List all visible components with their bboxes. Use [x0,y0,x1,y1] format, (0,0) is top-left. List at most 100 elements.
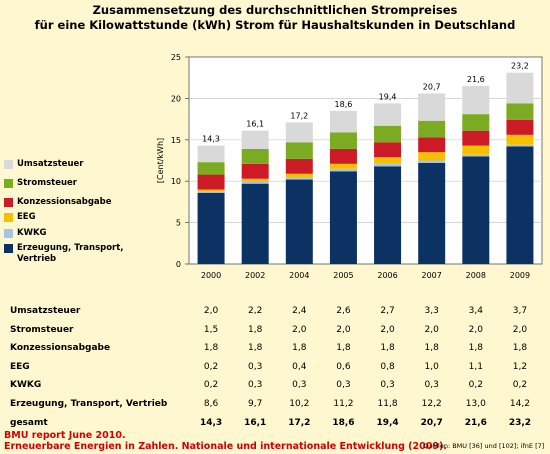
bar-segment-erzeugung-transport-vertrieb [329,171,357,264]
table-cell: 11,8 [377,399,398,409]
bar-segment-konzessionsabgabe [329,148,357,164]
legend-swatch [4,160,13,169]
legend-label: Konzessionsabgabe [17,197,112,207]
bar-segment-konzessionsabgabe [197,174,225,190]
table-cell: 17,2 [288,417,311,428]
table-cell: 11,2 [333,399,354,409]
table-cell: 1,8 [248,343,263,354]
bar-segment-umsatzsteuer [506,72,534,104]
bar-segment-erzeugung-transport-vertrieb [374,166,402,264]
table-cell: 14,3 [199,417,223,428]
table-cell: 1,8 [512,343,528,354]
table-cell: 0,3 [248,380,263,391]
bar-segment-umsatzsteuer [418,93,446,121]
bar-segment-kwkg [285,177,313,180]
table-cell: 0,4 [292,361,307,372]
table-cell: 1,8 [468,343,483,354]
table-cell: 1,0 [424,361,439,372]
total-data-label: 17,2 [290,111,308,120]
footer-source-line-2: Erneuerbare Energien in Zahlen. National… [4,441,447,452]
table-row: Stromsteuer 1,5 1,8 2,0 2,0 2,0 2,0 2,0 2,0 [0,323,550,341]
table-cell: 18,6 [332,417,355,428]
table-cell: 2,6 [336,306,351,316]
legend-label: Stromsteuer [17,178,77,188]
x-tick-label: 2007 [422,271,442,280]
table-cell: 1,5 [203,324,219,335]
y-tick-label: 0 [176,260,181,269]
bar-segment-erzeugung-transport-vertrieb [462,156,490,264]
legend-swatch [4,213,13,222]
table-row-label: EEG [10,361,30,372]
legend-label: Umsatzsteuer [17,159,84,169]
bar-segment-eeg [241,178,269,182]
chart-title: Zusammensetzung des durchschnittlichen S… [0,3,550,33]
bar-segment-umsatzsteuer [197,145,225,163]
table-cell: 2,0 [292,324,307,335]
table-cell: 2,0 [336,324,351,335]
bar-segment-stromsteuer [374,125,402,143]
table-cell: 0,2 [203,380,219,391]
table-cell: 3,3 [424,306,439,316]
bar-segment-konzessionsabgabe [241,163,269,179]
total-data-label: 18,6 [335,100,353,109]
y-tick-label: 5 [176,219,181,228]
bar-segment-kwkg [197,191,225,193]
table-row: EEG 0,2 0,3 0,4 0,6 0,8 1,0 1,1 1,2 [0,360,550,378]
table-row: Konzessionsabgabe 1,8 1,8 1,8 1,8 1,8 1,8 1,8 1,… [0,341,550,359]
table-row-label: Stromsteuer [10,324,74,335]
y-tick-label: 25 [171,53,181,62]
table-cell: 0,2 [203,361,219,372]
bar-segment-erzeugung-transport-vertrieb [197,192,225,264]
table-cell: 12,2 [421,399,442,409]
table-cell: 2,0 [424,324,439,335]
bar-segment-erzeugung-transport-vertrieb [506,146,534,264]
table-cell: 2,2 [248,306,263,316]
table-cell: 13,0 [465,399,486,409]
total-data-label: 23,2 [511,62,529,71]
table-cell: 1,8 [248,324,263,335]
table-cell: 2,0 [512,324,528,335]
table-cell: 0,2 [512,380,528,391]
bar-segment-eeg [329,163,357,169]
total-data-label: 14,3 [202,135,220,144]
bar-segment-stromsteuer [462,114,490,131]
x-tick-label: 2009 [510,271,530,280]
legend-label: KWKG [17,228,47,238]
table-cell: 1,8 [292,343,307,354]
bar-segment-eeg [285,173,313,178]
bar-segment-kwkg [418,160,446,163]
legend-item: EEG [4,212,36,223]
bar-segment-konzessionsabgabe [462,130,490,146]
y-tick-label: 15 [171,136,181,145]
table-cell: 20,7 [420,417,443,428]
table-cell: 9,7 [248,399,263,409]
table-cell: 1,1 [468,361,483,372]
table-cell: 1,2 [512,361,528,372]
table-cell: 2,0 [380,324,395,335]
chart-title-line-1: Zusammensetzung des durchschnittlichen S… [92,3,458,17]
table-row-label: Umsatzsteuer [10,306,81,316]
bar-segment-kwkg [329,168,357,172]
table-row-label: Konzessionsabgabe [10,343,111,354]
x-tick-label: 2002 [245,271,265,280]
chart-title-line-2: für eine Kilowattstunde (kWh) Strom für … [34,18,516,32]
bar-segment-stromsteuer [285,142,313,159]
table-cell: 1,8 [380,343,395,354]
table-row-label: Erzeugung, Transport, Vertrieb [10,399,168,409]
x-tick-label: 2008 [466,271,486,280]
table-row: Umsatzsteuer 2,0 2,2 2,4 2,6 2,7 3,3 3,4 3,7 [0,304,550,322]
x-tick-label: 2004 [289,271,309,280]
bar-segment-erzeugung-transport-vertrieb [285,179,313,264]
bar-segment-eeg [374,157,402,164]
table-cell: 0,3 [336,380,351,391]
bar-segment-eeg [462,145,490,155]
table-row-label: gesamt [10,417,48,428]
bar-segment-konzessionsabgabe [418,137,446,153]
table-row: Erzeugung, Transport, Vertrieb 8,6 9,7 10,2… [0,397,550,415]
table-cell: 1,8 [424,343,439,354]
stacked-bar-chart: 0 5 10 15 20 25 [Cent/kWh] 14,3 2000 16,1 2002 17,2… [156,53,543,280]
bar-segment-eeg [418,152,446,161]
bar-segment-kwkg [462,154,490,157]
bar-segment-stromsteuer [329,132,357,149]
legend-swatch [4,198,13,207]
